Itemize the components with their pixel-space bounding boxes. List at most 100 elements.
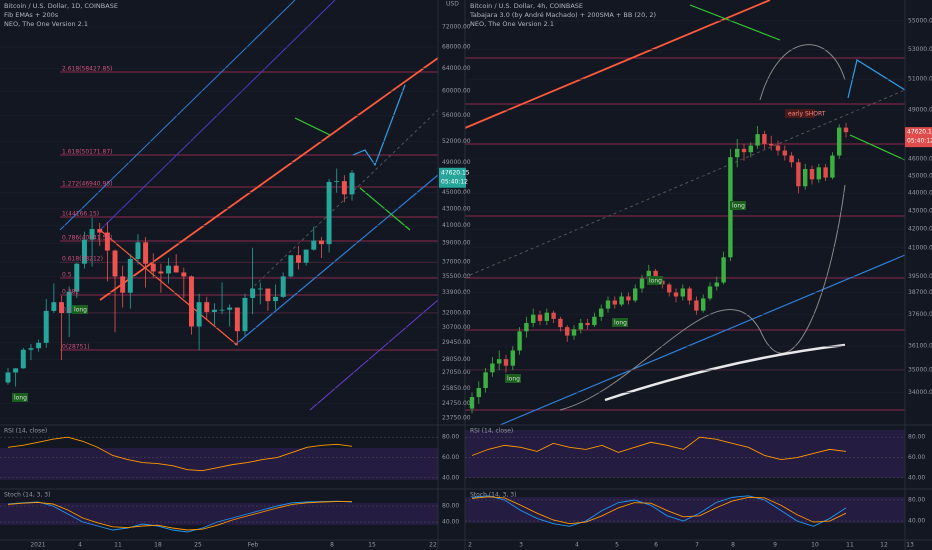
indicator-line xyxy=(7,501,352,531)
indicator-line xyxy=(471,496,847,525)
candle-body xyxy=(816,167,822,180)
arrow xyxy=(294,117,331,136)
x-tick-label: 8 xyxy=(731,542,735,549)
candle-body xyxy=(687,288,692,301)
candle-body xyxy=(66,291,72,314)
sma-200 xyxy=(604,343,846,402)
y-tick-label: 25850.00 xyxy=(442,385,471,392)
candle-body xyxy=(680,288,686,297)
chart-title: Bitcoin / U.S. Dollar, 4h, COINBASE xyxy=(470,2,583,10)
candle-body xyxy=(551,312,556,319)
candle-body xyxy=(181,272,187,277)
candle-body xyxy=(196,302,202,327)
candle-body xyxy=(273,296,279,302)
x-tick-label: 10 xyxy=(811,542,819,549)
x-tick-label: 13 xyxy=(906,542,914,549)
candle-body xyxy=(36,342,42,349)
candle-body xyxy=(341,181,347,195)
candle-body xyxy=(802,169,808,187)
candle-body xyxy=(496,359,502,364)
candle-body xyxy=(89,229,95,240)
y-tick-label: 60000.00 xyxy=(442,88,471,95)
candle-body xyxy=(303,249,309,263)
fib-label: 1(44166.15) xyxy=(62,211,99,218)
y-tick-label: 35000.00 xyxy=(908,367,932,374)
candle-body xyxy=(653,270,658,281)
y-tick-label: 49000.00 xyxy=(442,159,471,166)
candle-body xyxy=(265,288,271,302)
price-tag xyxy=(905,127,932,148)
y-tick-label: 42000.00 xyxy=(908,226,932,233)
fib-label: 0.618(38212) xyxy=(62,256,103,263)
y-tick-label: 43000.00 xyxy=(442,205,471,212)
x-tick-label: 8 xyxy=(330,542,334,549)
candle-body xyxy=(349,172,355,195)
x-tick-label: 11 xyxy=(846,542,854,549)
arrow xyxy=(849,134,906,161)
y-tick-label: 37600.00 xyxy=(908,311,932,318)
signal-label: long xyxy=(14,395,27,402)
candle-body xyxy=(666,284,672,293)
candle-body xyxy=(809,169,815,180)
candle-body xyxy=(250,288,256,298)
y-tick-label: 24750.00 xyxy=(442,400,471,407)
indicator-line xyxy=(471,495,847,527)
signal-label: long xyxy=(732,203,745,210)
y-tick-label: 35500.00 xyxy=(442,273,471,280)
rsi-band xyxy=(465,430,905,478)
channel-line xyxy=(309,299,439,411)
candle-body xyxy=(721,257,726,283)
candle-body xyxy=(288,255,294,277)
y-tick-label: 36100.00 xyxy=(908,343,932,350)
candle-body xyxy=(605,300,611,309)
candle-body xyxy=(81,239,87,264)
x-tick-label: 12 xyxy=(880,542,888,549)
candle-body xyxy=(13,368,19,373)
y-tick-label: 51000.00 xyxy=(908,76,932,83)
indicator-line xyxy=(7,436,353,472)
y-tick-label: 45000.00 xyxy=(442,189,471,196)
projection xyxy=(352,84,406,167)
candle-body xyxy=(97,229,103,233)
candle-body xyxy=(782,150,788,156)
candle-body xyxy=(578,322,584,330)
candle-body xyxy=(43,310,49,343)
axis-unit: USD xyxy=(446,1,459,8)
y-tick-label: 46000.00 xyxy=(908,155,932,162)
candle-body xyxy=(598,308,604,317)
x-tick-label: 22 xyxy=(429,542,437,549)
candle-body xyxy=(836,127,842,156)
candle-body xyxy=(234,307,240,332)
candle-body xyxy=(51,302,57,311)
candle-body xyxy=(544,312,550,321)
candle-body xyxy=(558,318,563,328)
fib-label: 0(28751) xyxy=(62,344,90,351)
x-tick-label: 3 xyxy=(519,542,523,549)
x-tick-label: 11 xyxy=(114,542,122,549)
candle-body xyxy=(755,134,760,146)
y-tick-label: 39000.00 xyxy=(442,240,471,247)
y-tick-label: 45000.00 xyxy=(908,172,932,179)
candle-body xyxy=(20,349,26,369)
candle-body xyxy=(112,250,118,277)
candle-body xyxy=(127,258,133,293)
signal-label: long xyxy=(74,307,87,314)
candle-body xyxy=(166,265,172,274)
candle-body xyxy=(775,145,781,151)
candle-body xyxy=(143,242,149,264)
panel-title: Stoch (14, 3, 3) xyxy=(470,492,516,499)
candle-body xyxy=(537,314,543,321)
x-tick-label: 6 xyxy=(654,542,658,549)
signal-label: long xyxy=(614,320,627,327)
y-tick-label: 55000.00 xyxy=(908,17,932,24)
candle-body xyxy=(694,300,699,311)
x-tick-label: 5 xyxy=(615,542,619,549)
channel-mid xyxy=(249,109,439,291)
arrow xyxy=(689,4,781,41)
candle-body xyxy=(571,329,577,336)
y-tick-label: 40.00 xyxy=(442,519,459,526)
candle-body xyxy=(517,331,522,351)
candle-body xyxy=(789,155,794,163)
